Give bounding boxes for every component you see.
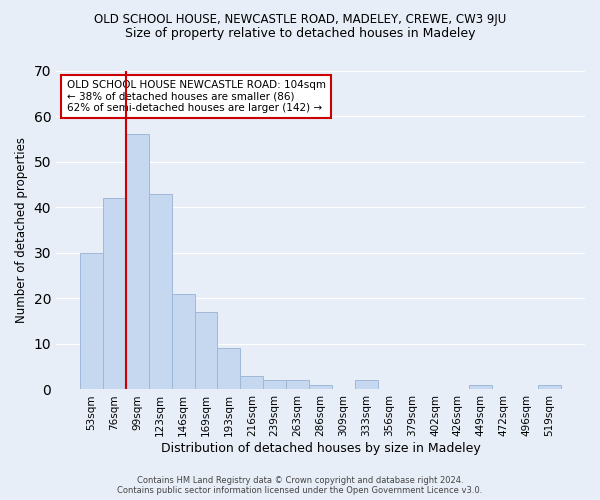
Text: OLD SCHOOL HOUSE NEWCASTLE ROAD: 104sqm
← 38% of detached houses are smaller (86: OLD SCHOOL HOUSE NEWCASTLE ROAD: 104sqm … xyxy=(67,80,326,114)
Bar xyxy=(309,385,332,390)
Bar xyxy=(286,380,309,390)
Text: Contains HM Land Registry data © Crown copyright and database right 2024.
Contai: Contains HM Land Registry data © Crown c… xyxy=(118,476,482,495)
Bar xyxy=(194,312,217,390)
Bar xyxy=(538,385,561,390)
Bar xyxy=(172,294,194,390)
Text: OLD SCHOOL HOUSE, NEWCASTLE ROAD, MADELEY, CREWE, CW3 9JU: OLD SCHOOL HOUSE, NEWCASTLE ROAD, MADELE… xyxy=(94,12,506,26)
Bar xyxy=(263,380,286,390)
Y-axis label: Number of detached properties: Number of detached properties xyxy=(15,137,28,323)
Bar xyxy=(80,253,103,390)
Bar xyxy=(217,348,241,390)
Bar xyxy=(241,376,263,390)
Bar xyxy=(149,194,172,390)
Text: Size of property relative to detached houses in Madeley: Size of property relative to detached ho… xyxy=(125,28,475,40)
Bar xyxy=(355,380,378,390)
X-axis label: Distribution of detached houses by size in Madeley: Distribution of detached houses by size … xyxy=(161,442,481,455)
Bar xyxy=(469,385,492,390)
Bar xyxy=(103,198,126,390)
Bar xyxy=(126,134,149,390)
